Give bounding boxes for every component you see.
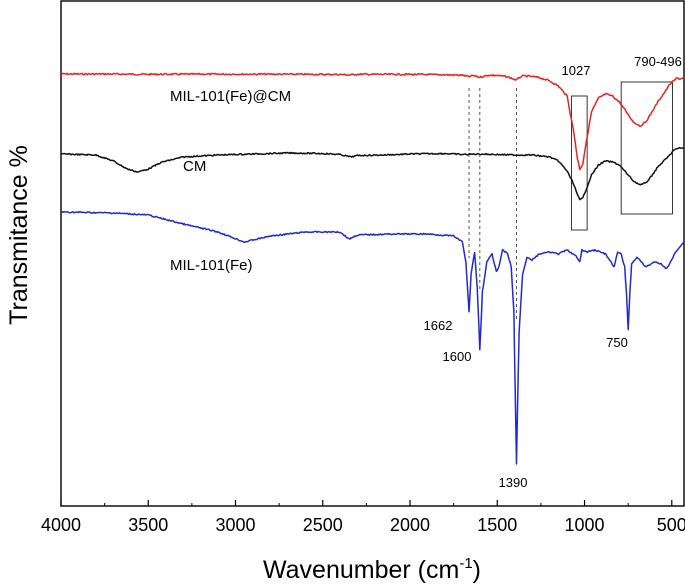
- x-tick-label: 1000: [565, 515, 605, 535]
- x-tick-label: 4000: [41, 515, 81, 535]
- peak-annotations: 1662 1600 1390 750 1027 790-496: [424, 54, 682, 490]
- series-lines: [60, 72, 685, 465]
- reference-guides: [468, 81, 673, 320]
- peak-annotation: 750: [606, 335, 628, 350]
- series-line: [60, 210, 685, 465]
- series-line: [60, 72, 685, 171]
- peak-annotation: 790-496: [634, 54, 682, 69]
- series-label: CM: [183, 158, 206, 175]
- series-labels: MIL-101(Fe)@CM CM MIL-101(Fe): [170, 88, 291, 274]
- series-line: [61, 147, 684, 201]
- region-box-790-496: [620, 81, 673, 215]
- series-label: MIL-101(Fe)@CM: [170, 88, 291, 105]
- peak-annotation: 1600: [443, 349, 472, 364]
- x-axis-title-exponent: -1: [459, 555, 472, 572]
- x-axis-ticks: 4000 3500 3000 2500 2000 1500 1000 500: [41, 500, 685, 535]
- region-box-1027: [570, 95, 588, 231]
- x-axis-title: Wavenumber (cm-1): [263, 555, 481, 584]
- x-tick-label: 2000: [390, 515, 430, 535]
- x-tick-label: 500: [657, 515, 685, 535]
- peak-annotation: 1390: [499, 475, 528, 490]
- series-label: MIL-101(Fe): [170, 257, 253, 274]
- peak-annotation: 1027: [562, 63, 591, 78]
- y-axis-title: Transmitance %: [5, 145, 33, 325]
- x-tick-label: 2500: [303, 515, 343, 535]
- peak-annotation: 1662: [424, 318, 453, 333]
- x-tick-label: 3500: [128, 515, 168, 535]
- plot-frame: [60, 0, 685, 507]
- x-tick-label: 1500: [477, 515, 517, 535]
- x-tick-label: 3000: [215, 515, 255, 535]
